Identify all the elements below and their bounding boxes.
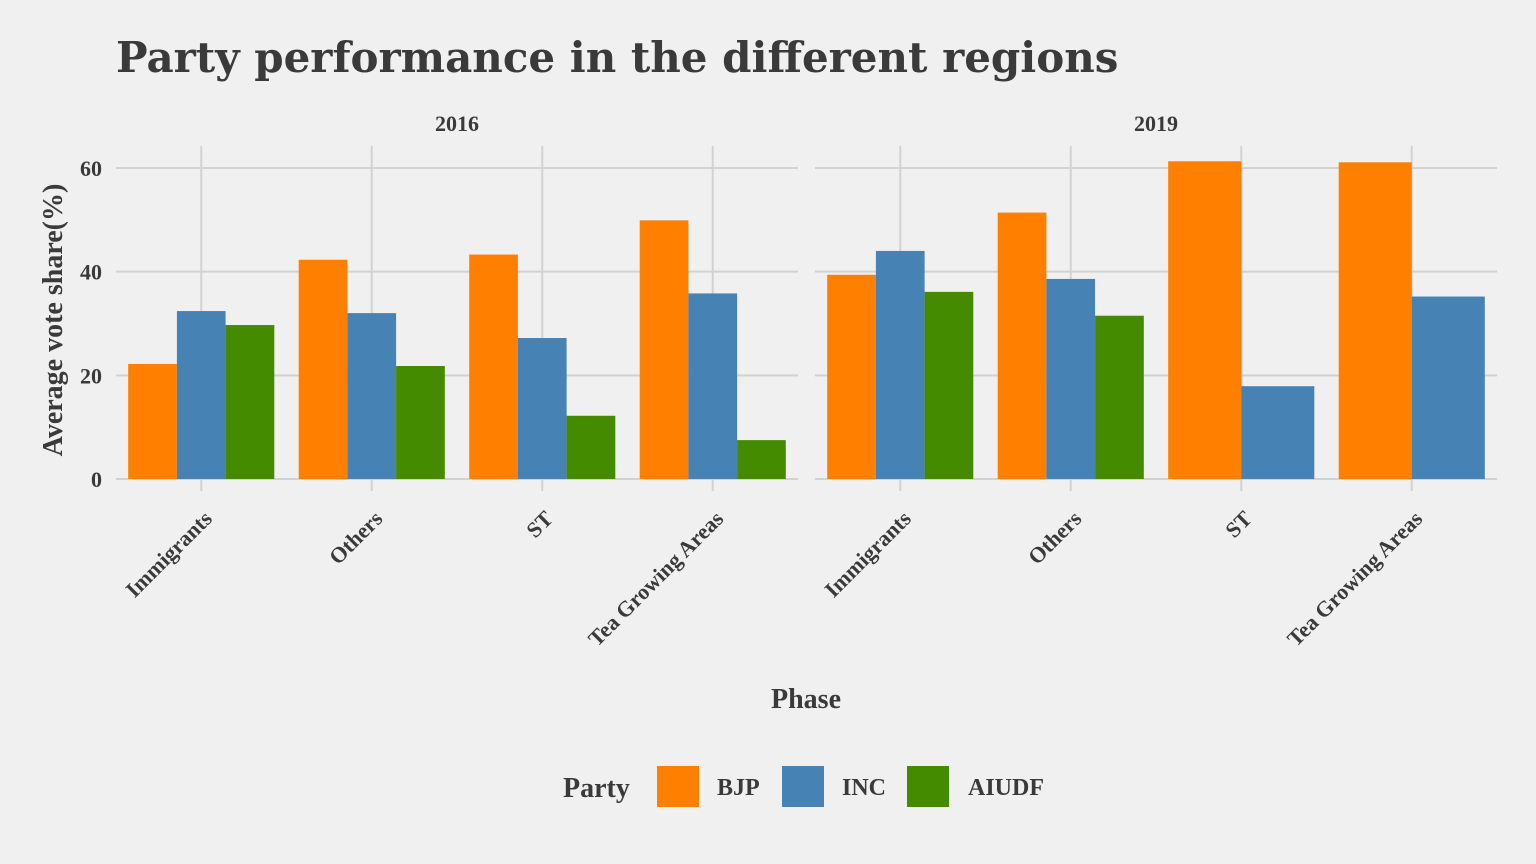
legend-label-aiudf: AIUDF: [968, 775, 1044, 801]
x-tick-label: Immigrants: [120, 506, 217, 603]
x-tick-label: Tea Growing Areas: [583, 506, 729, 652]
legend-label-bjp: BJP: [717, 775, 760, 801]
chart-title: Party performance in the different regio…: [116, 33, 1118, 82]
bar-inc-2016-tea-growing-areas: [688, 293, 738, 479]
x-tick-label: Others: [324, 506, 388, 570]
bar-inc-2019-others: [1046, 278, 1096, 479]
bar-inc-2019-immigrants: [875, 250, 925, 479]
bar-inc-2016-immigrants: [176, 311, 226, 479]
legend-label-inc: INC: [842, 775, 886, 801]
x-tick-label: Others: [1023, 506, 1087, 570]
y-axis-title: Average vote share(%): [38, 184, 69, 457]
bar-bjp-2016-st: [469, 254, 518, 479]
legend-key-bjp: [657, 766, 699, 807]
legend-key-inc: [782, 766, 824, 807]
x-tick-label: ST: [521, 506, 558, 543]
facet-label: 2019: [1134, 111, 1178, 136]
facet-panel-2016: 2016 Immigrants Others ST Tea Growing Areas 0…: [80, 111, 798, 651]
bar-bjp-2016-immigrants: [128, 363, 177, 479]
y-tick-label: 0: [91, 467, 102, 492]
x-tick-label: Tea Growing Areas: [1282, 506, 1428, 652]
bar-aiudf-2016-st: [566, 415, 616, 479]
bar-inc-2019-st: [1241, 386, 1315, 479]
bar-aiudf-2016-tea-growing-areas: [737, 440, 786, 479]
bar-bjp-2019-st: [1168, 161, 1242, 480]
y-tick-label: 20: [80, 363, 102, 388]
bar-bjp-2019-immigrants: [827, 274, 876, 479]
y-tick-label: 60: [80, 156, 102, 181]
y-tick-label: 40: [80, 260, 102, 285]
bar-bjp-2019-tea-growing-areas: [1338, 162, 1412, 479]
bar-inc-2019-tea-growing-areas: [1411, 296, 1485, 479]
bar-aiudf-2016-immigrants: [225, 325, 275, 479]
x-axis-title: Phase: [771, 684, 841, 715]
bar-inc-2016-st: [517, 338, 567, 479]
bar-aiudf-2019-others: [1095, 315, 1144, 479]
x-tick-label: Immigrants: [819, 506, 916, 603]
legend-key-aiudf: [907, 766, 949, 807]
bar-bjp-2019-others: [997, 212, 1047, 479]
bar-bjp-2016-others: [298, 259, 348, 479]
bar-bjp-2016-tea-growing-areas: [639, 220, 689, 479]
bar-aiudf-2016-others: [396, 366, 445, 479]
legend-title: Party: [563, 773, 630, 804]
bar-aiudf-2019-immigrants: [924, 291, 974, 479]
facet-panel-2019: 2019 Immigrants Others ST Tea Growing Areas: [815, 111, 1497, 651]
x-tick-label: ST: [1220, 506, 1257, 543]
facet-label: 2016: [435, 111, 479, 136]
legend: Party BJP INC AIUDF: [563, 766, 1044, 807]
facet-panels: 2016 Immigrants Others ST Tea Growing Areas 0…: [80, 111, 1497, 651]
bar-inc-2016-others: [347, 313, 397, 479]
